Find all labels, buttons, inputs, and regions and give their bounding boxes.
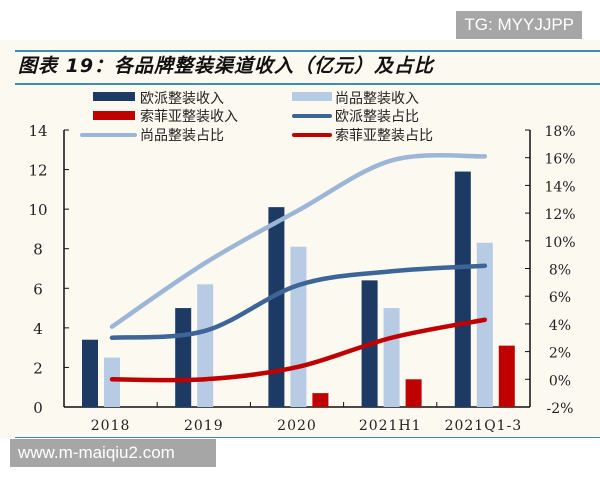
left-tick-label: 0 [33, 399, 43, 417]
legend-label: 尚品整装收入 [335, 91, 419, 107]
bar-0-2018 [82, 339, 98, 407]
x-tick-label: 2021H1 [359, 418, 422, 434]
legend-label: 索菲亚整装占比 [335, 128, 433, 144]
left-tick-label: 4 [33, 320, 43, 338]
watermark-top: TG: MYYJJPP [456, 11, 582, 39]
bar-0-2020 [268, 207, 285, 407]
legend-swatch-oppein-revenue [93, 92, 135, 101]
chart-title: 图表 19：各品牌整装渠道收入（亿元）及占比 [18, 55, 435, 77]
x-tick-label: 2021Q1-3 [445, 418, 523, 434]
left-tick-label: 8 [33, 241, 43, 259]
bar-1-2021Q1-3 [476, 242, 493, 407]
left-tick-label: 12 [28, 162, 47, 180]
legend-label: 索菲亚整装收入 [140, 109, 238, 125]
right-tick-label: 0% [549, 373, 571, 389]
legend-swatch-sofia-revenue [93, 111, 135, 120]
left-tick-label: 6 [33, 280, 43, 298]
left-tick-label: 2 [33, 359, 43, 377]
title-rule-top [15, 50, 600, 52]
right-tick-label: 2% [549, 346, 571, 362]
x-tick-label: 2020 [277, 418, 317, 434]
legend-swatch-oppein-share [292, 114, 332, 118]
bottom-rule [15, 437, 600, 438]
bar-0-2021Q1-3 [454, 171, 471, 407]
right-tick-label: -2% [547, 401, 574, 417]
right-tick-label: 10% [544, 235, 575, 251]
legend-label: 欧派整装收入 [140, 91, 224, 107]
bar-1-2020 [290, 246, 307, 407]
x-tick-label: 2019 [184, 418, 224, 434]
right-tick-label: 18% [544, 124, 575, 140]
watermark-bottom: www.m-maiqiu2.com [10, 439, 216, 467]
bar-2-2021Q1-3 [498, 345, 515, 407]
right-tick-label: 6% [549, 290, 571, 306]
bar-2-2021H1 [405, 379, 422, 407]
x-tick-label: 2018 [91, 418, 131, 434]
legend-swatch-shangpin-revenue [292, 92, 332, 101]
right-tick-label: 16% [544, 152, 575, 168]
right-tick-label: 12% [544, 207, 575, 223]
title-rule-bottom [15, 83, 600, 85]
bar-1-2019 [197, 284, 214, 407]
legend-swatch-shangpin-share [80, 133, 137, 137]
right-tick-label: 8% [549, 263, 571, 279]
right-tick-label: 14% [544, 179, 575, 195]
legend-swatch-sofia-share [292, 133, 332, 137]
legend-label: 尚品整装占比 [140, 128, 224, 144]
bar-0-2019 [175, 308, 192, 407]
left-tick-label: 14 [28, 122, 47, 140]
right-tick-label: 4% [549, 318, 571, 334]
bar-1-2021H1 [383, 308, 400, 407]
bar-1-2018 [104, 357, 120, 407]
left-tick-label: 10 [28, 201, 47, 219]
legend-label: 欧派整装占比 [335, 109, 419, 125]
bar-2-2020 [312, 393, 329, 407]
